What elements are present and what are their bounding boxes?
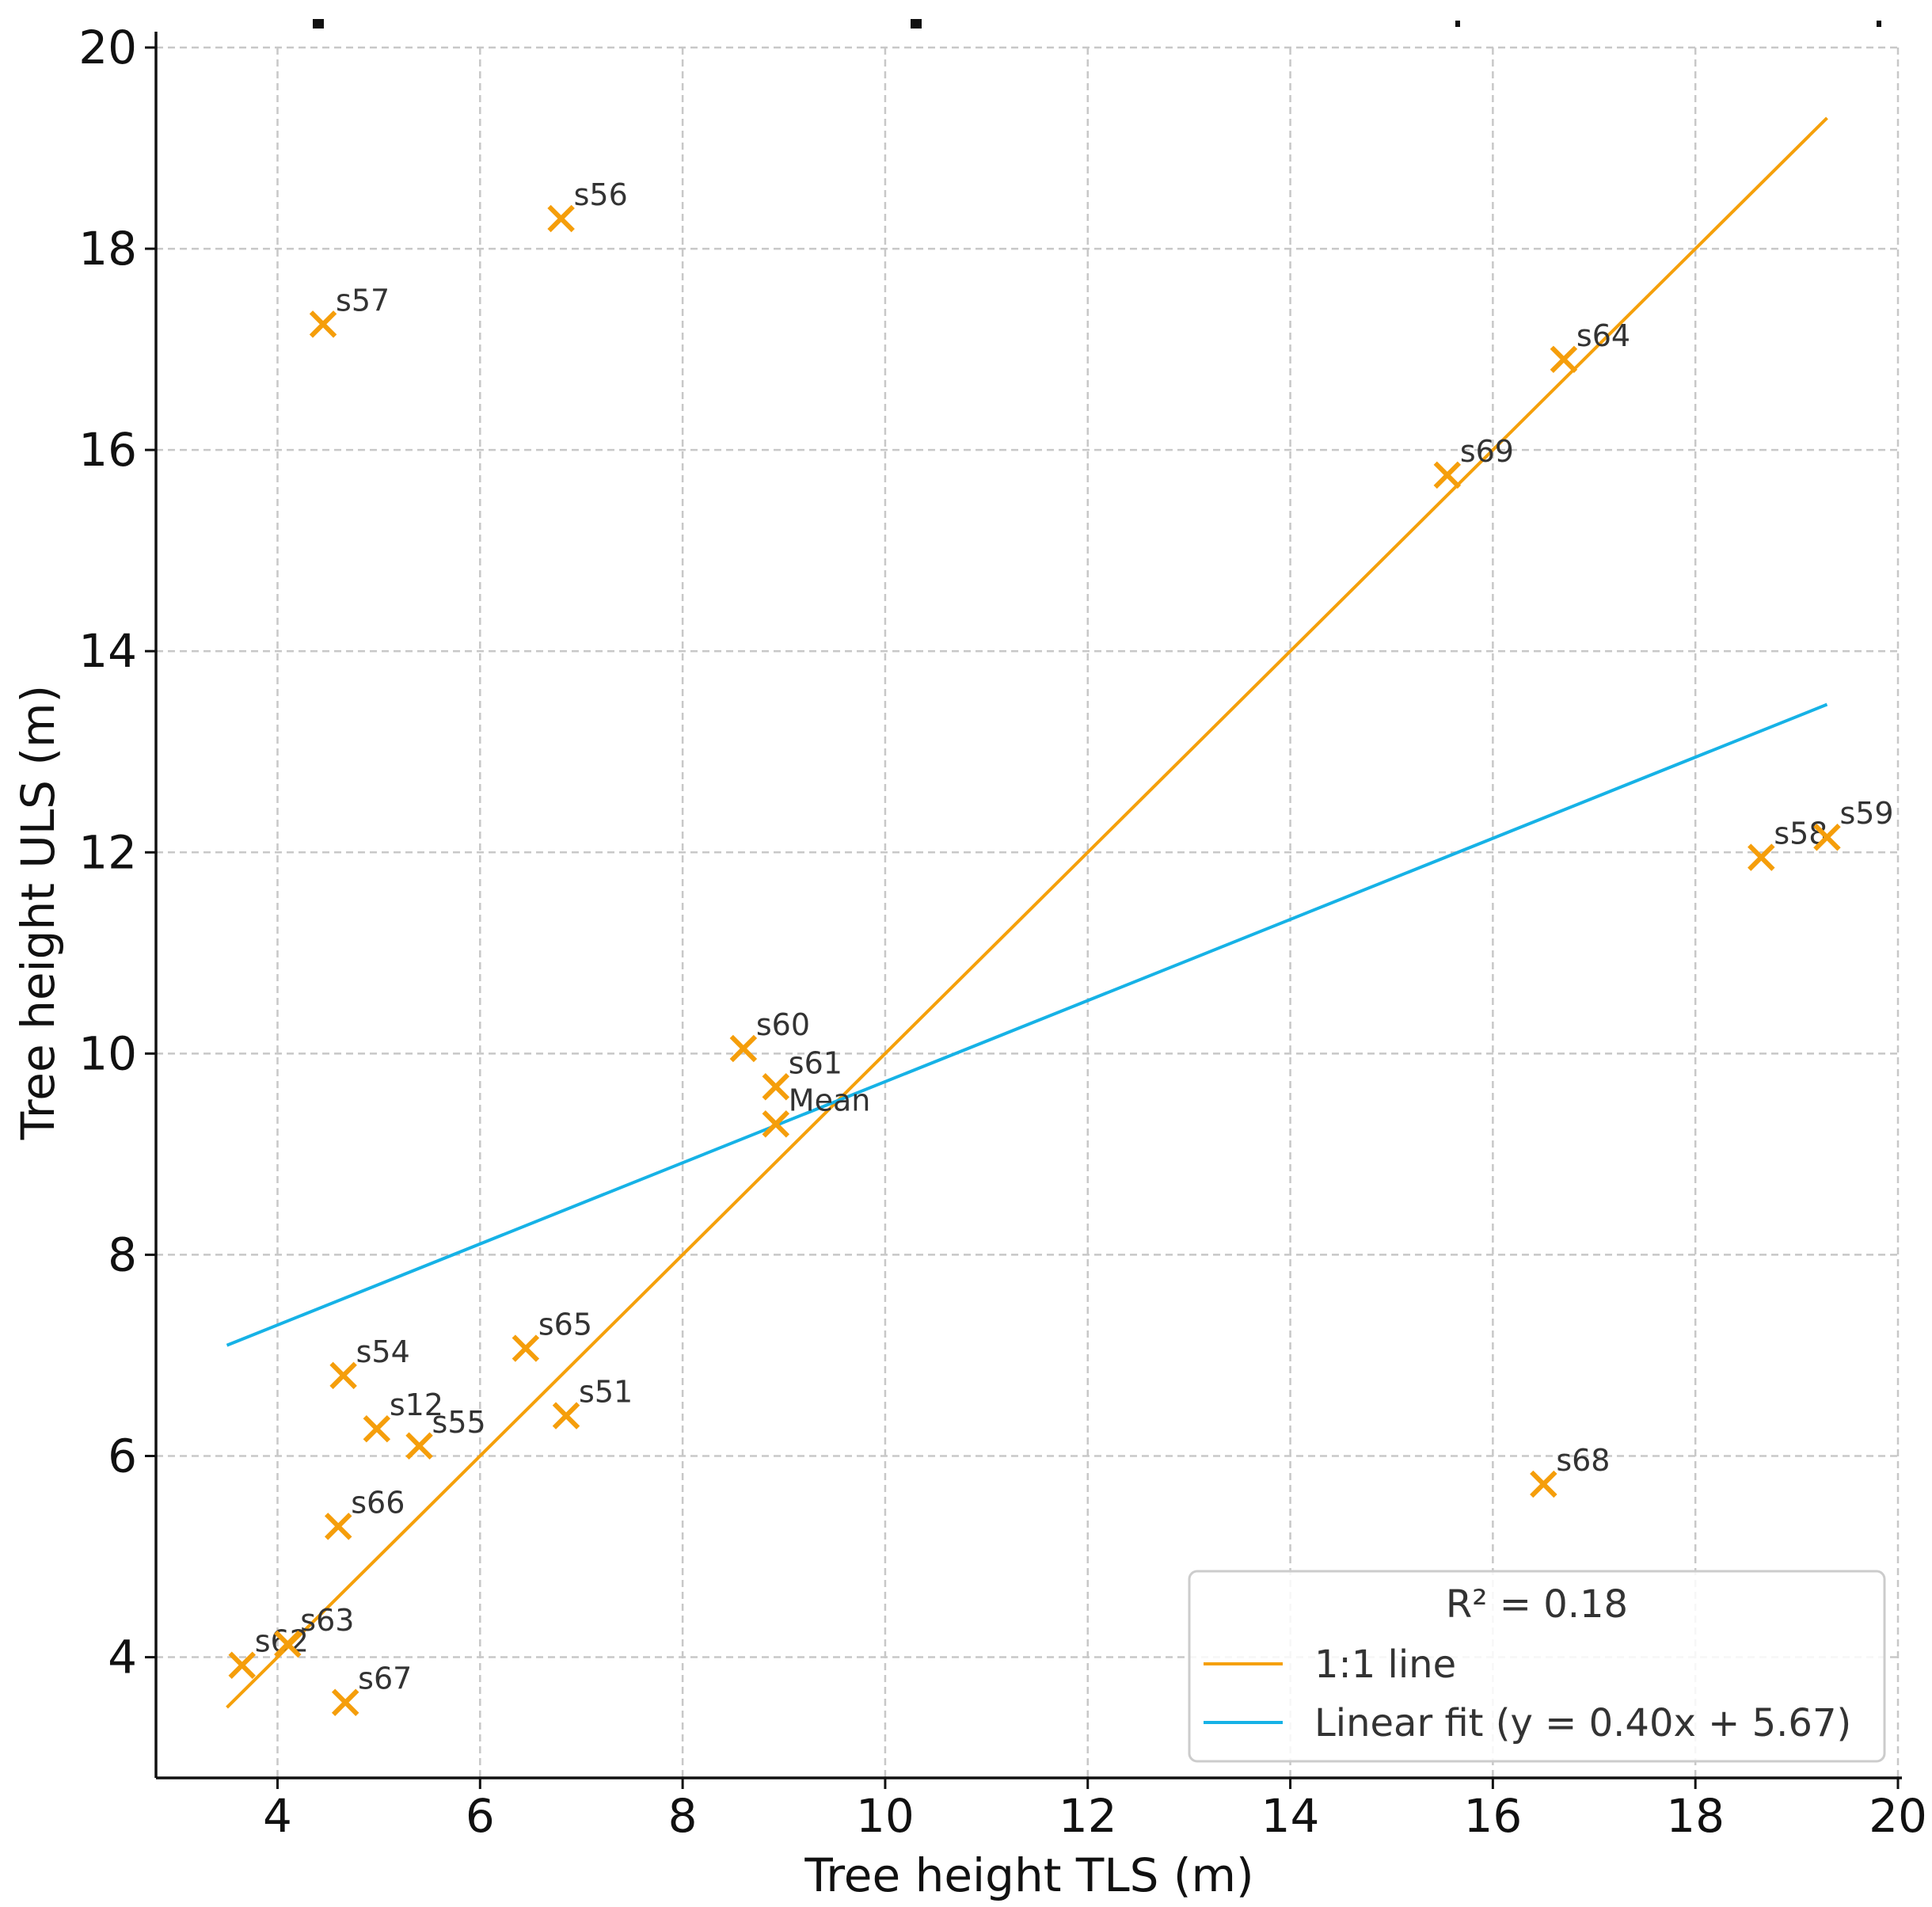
y-axis-label: Tree height ULS (m): [11, 685, 65, 1140]
point-s63: s63: [274, 1603, 354, 1658]
point-s54: s54: [329, 1334, 410, 1390]
axes: 4 6 8 10 12 14 16 18 20 4 6 8 10 12 14 16 18 20: [78, 21, 1927, 1843]
point-s58: s58: [1748, 816, 1827, 871]
x-tick-label-8: 8: [668, 1789, 698, 1843]
series-lines: [226, 116, 1828, 1709]
point-s66: s66: [324, 1485, 405, 1540]
grid: [156, 46, 1900, 1778]
point-label-s69: s69: [1460, 434, 1514, 469]
clipped-title: [313, 19, 1881, 29]
point-label-s61: s61: [789, 1045, 842, 1080]
point-marker-s62: [228, 1651, 256, 1679]
series-line-1: [226, 702, 1828, 1347]
point-marker-s66: [324, 1513, 352, 1540]
point-marker-s12: [363, 1414, 391, 1443]
point-marker-s60: [729, 1034, 758, 1063]
legend-label-1to1: 1:1 line: [1314, 1642, 1456, 1687]
point-marker-s61: [762, 1073, 790, 1101]
y-tick-label-10: 10: [78, 1026, 137, 1080]
point-label-s55: s55: [432, 1405, 486, 1440]
point-marker-s63: [274, 1630, 302, 1658]
y-tick-label-16: 16: [78, 423, 137, 477]
legend-label-linear-fit: Linear fit (y = 0.40x + 5.67): [1314, 1701, 1851, 1745]
x-tick-label-18: 18: [1666, 1789, 1725, 1843]
y-tick-label-12: 12: [78, 825, 137, 879]
x-tick-label-4: 4: [263, 1789, 292, 1843]
point-mean: Mean: [762, 1083, 871, 1138]
point-s69: s69: [1433, 434, 1514, 489]
point-marker-s65: [512, 1334, 540, 1362]
point-s65: s65: [512, 1307, 592, 1362]
point-s12: s12: [363, 1387, 443, 1443]
point-label-s68: s68: [1556, 1443, 1610, 1478]
point-label-s66: s66: [351, 1485, 405, 1520]
y-tick-label-6: 6: [108, 1429, 137, 1483]
point-label-s51: s51: [579, 1375, 633, 1410]
legend-title: R² = 0.18: [1446, 1582, 1628, 1627]
x-tick-label-10: 10: [856, 1789, 915, 1843]
series-line-0: [226, 116, 1828, 1709]
point-marker-mean: [762, 1110, 790, 1138]
point-label-s59: s59: [1839, 796, 1893, 831]
legend-box: [1188, 1570, 1886, 1763]
y-tick-label-18: 18: [78, 222, 137, 276]
x-tick-label-20: 20: [1869, 1789, 1927, 1843]
point-marker-s59: [1813, 823, 1841, 851]
x-tick-label-6: 6: [466, 1789, 495, 1843]
point-s51: s51: [552, 1375, 633, 1429]
point-marker-s67: [331, 1688, 359, 1716]
y-tick-label-4: 4: [108, 1631, 137, 1684]
x-tick-label-12: 12: [1059, 1789, 1117, 1843]
point-s64: s64: [1550, 318, 1630, 374]
point-s57: s57: [309, 283, 390, 338]
point-label-s57: s57: [336, 283, 390, 318]
point-s59: s59: [1813, 796, 1894, 851]
point-label-s60: s60: [756, 1007, 810, 1042]
point-s68: s68: [1530, 1443, 1610, 1498]
point-label-s64: s64: [1576, 318, 1630, 353]
point-label-s56: s56: [574, 177, 628, 212]
point-label-s63: s63: [300, 1603, 354, 1638]
point-marker-s57: [309, 310, 337, 338]
point-s61: s61: [762, 1045, 842, 1101]
point-s67: s67: [331, 1661, 412, 1716]
point-marker-s69: [1433, 461, 1462, 489]
y-tick-label-8: 8: [108, 1228, 137, 1281]
point-label-s54: s54: [356, 1334, 410, 1369]
point-marker-s51: [552, 1402, 580, 1429]
point-marker-s68: [1530, 1470, 1557, 1498]
point-label-s65: s65: [538, 1307, 592, 1342]
point-marker-s55: [405, 1432, 433, 1460]
x-axis-label: Tree height TLS (m): [804, 1848, 1253, 1902]
point-s56: s56: [547, 177, 628, 233]
point-label-s67: s67: [358, 1661, 412, 1696]
x-tick-label-16: 16: [1463, 1789, 1522, 1843]
y-tick-label-14: 14: [78, 624, 137, 678]
point-marker-s64: [1550, 345, 1578, 374]
point-label-mean: Mean: [789, 1083, 871, 1117]
y-tick-label-20: 20: [78, 21, 137, 74]
point-marker-s58: [1748, 843, 1775, 871]
point-s55: s55: [405, 1405, 486, 1460]
x-tick-label-14: 14: [1261, 1789, 1320, 1843]
point-marker-s56: [547, 204, 575, 233]
point-label-s12: s12: [390, 1387, 443, 1422]
point-marker-s54: [329, 1361, 357, 1390]
point-s60: s60: [729, 1007, 810, 1063]
legend: R² = 0.18 1:1 line Linear fit (y = 0.40x…: [1188, 1570, 1886, 1763]
